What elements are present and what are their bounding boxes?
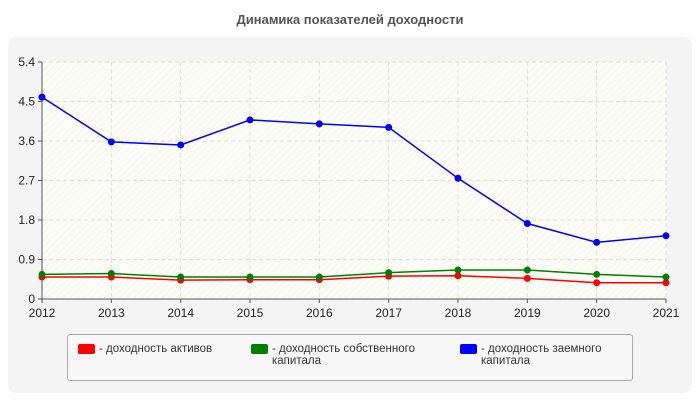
legend-swatch-equity: [251, 344, 268, 354]
legend-label-debt: - доходность заемного капитала: [481, 343, 602, 367]
y-tick-label: 3.6: [18, 134, 35, 148]
x-tick-label: 2018: [445, 306, 472, 320]
data-point-equity: [315, 273, 323, 281]
x-tick-label: 2019: [514, 306, 541, 320]
data-point-equity: [454, 266, 462, 274]
series-line-equity: [41, 269, 667, 278]
data-point-equity: [246, 273, 254, 281]
x-tick-label: 2021: [653, 306, 680, 320]
legend-swatch-debt: [460, 344, 477, 354]
data-point-assets: [523, 274, 531, 282]
data-point-equity: [107, 270, 115, 278]
data-point-assets: [593, 279, 601, 287]
y-tick-label: 2.7: [18, 174, 35, 188]
data-point-debt: [246, 116, 254, 124]
legend-label-assets: - доходность активов: [99, 343, 213, 355]
chart-title: Динамика показателей доходности: [236, 12, 464, 27]
x-tick-label: 2012: [29, 306, 56, 320]
x-tick-label: 2017: [375, 306, 402, 320]
x-tick-label: 2013: [98, 306, 125, 320]
data-point-debt: [454, 174, 462, 182]
data-point-equity: [385, 269, 393, 277]
data-point-debt: [593, 238, 601, 246]
data-point-debt: [315, 120, 323, 128]
y-tick-label: 5.4: [18, 55, 35, 69]
y-tick-label: 0.9: [18, 253, 35, 267]
series-line-debt: [41, 96, 667, 244]
data-point-debt: [662, 232, 670, 240]
y-tick-label: 1.8: [18, 213, 35, 227]
data-point-equity: [662, 273, 670, 281]
data-point-debt: [523, 220, 531, 228]
y-tick-label: 4.5: [18, 95, 35, 109]
data-point-equity: [593, 270, 601, 278]
legend: - доходность активов - доходность собств…: [67, 334, 633, 381]
x-tick-label: 2016: [306, 306, 333, 320]
legend-label-equity: - доходность собственного капитала: [272, 343, 415, 367]
data-point-debt: [107, 138, 115, 146]
x-tick-label: 2014: [167, 306, 194, 320]
data-point-assets: [662, 279, 670, 287]
data-point-debt: [177, 141, 185, 149]
data-point-debt: [385, 123, 393, 131]
data-point-equity: [523, 266, 531, 274]
legend-swatch-assets: [78, 344, 95, 354]
data-point-assets: [454, 272, 462, 280]
series-line-assets: [42, 274, 666, 284]
data-point-equity: [177, 273, 185, 281]
y-tick-label: 0: [28, 292, 35, 306]
data-point-debt: [38, 93, 46, 101]
data-point-equity: [38, 270, 46, 278]
x-tick-label: 2015: [237, 306, 264, 320]
x-tick-label: 2020: [583, 306, 610, 320]
